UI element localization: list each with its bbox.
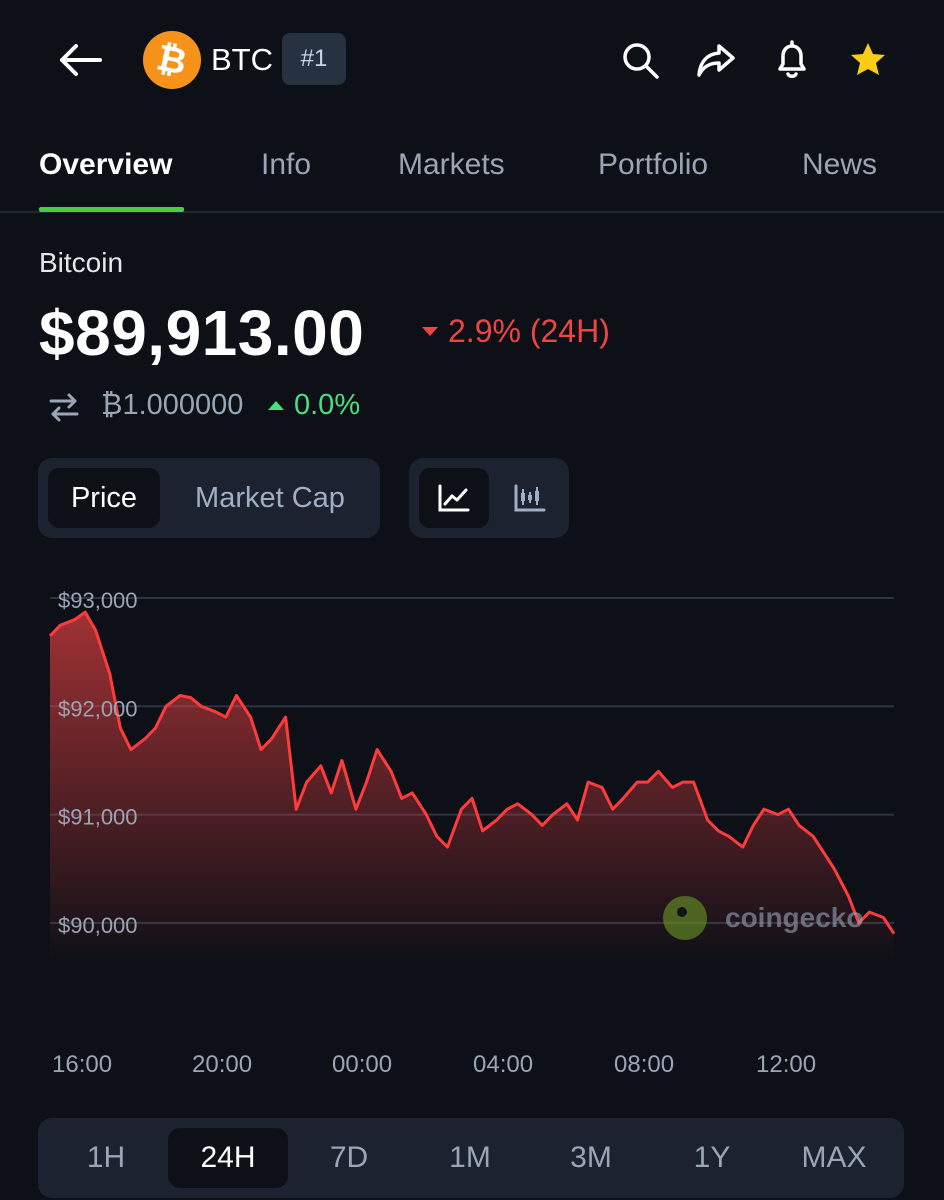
current-price: $89,913.00	[39, 297, 365, 369]
bitcoin-logo-glyph: ₿	[153, 37, 191, 84]
chart-area-fill	[50, 612, 894, 965]
coingecko-watermark: coingecko	[663, 896, 863, 940]
y-tick-label: $93,000	[58, 588, 138, 613]
active-tab-indicator	[39, 207, 184, 212]
line-chart-button[interactable]	[419, 468, 489, 528]
market-cap-toggle-button[interactable]: Market Cap	[195, 481, 345, 514]
coin-ticker: BTC	[211, 42, 273, 77]
price-toggle-button[interactable]: Price	[48, 468, 160, 528]
chart-type-toggle	[409, 458, 569, 538]
tab-info[interactable]: Info	[261, 148, 312, 181]
candlestick-chart-button[interactable]	[495, 468, 565, 528]
y-tick-label: $92,000	[58, 696, 138, 721]
range-max[interactable]: MAX	[801, 1141, 867, 1174]
range-7d[interactable]: 7D	[329, 1141, 369, 1174]
tab-markets[interactable]: Markets	[398, 148, 505, 181]
line-chart-icon	[438, 484, 470, 512]
price-line	[48, 610, 896, 935]
down-triangle-icon	[422, 327, 438, 336]
x-tick-label: 20:00	[192, 1051, 252, 1078]
coin-name: Bitcoin	[39, 247, 124, 278]
x-tick-label: 16:00	[52, 1051, 112, 1078]
back-arrow-icon[interactable]	[56, 40, 104, 80]
range-3m[interactable]: 3M	[570, 1141, 612, 1174]
up-triangle-icon	[268, 401, 284, 410]
share-icon[interactable]	[694, 38, 738, 82]
btc-change-value: 0.0%	[294, 389, 361, 421]
x-tick-label: 12:00	[756, 1051, 816, 1078]
price-chart[interactable]: $93,000 $92,000 $91,000 $90,000 16:00 20:00 0…	[0, 570, 944, 1090]
range-1h[interactable]: 1H	[86, 1141, 126, 1174]
tab-divider	[0, 211, 944, 213]
swap-arrows-icon[interactable]	[47, 390, 81, 424]
tab-overview[interactable]: Overview	[39, 148, 173, 181]
price-change-24h: 2.9% (24H)	[422, 313, 610, 350]
x-tick-label: 04:00	[473, 1051, 533, 1078]
price-change-value: 2.9% (24H)	[448, 313, 610, 349]
bitcoin-logo-icon: ₿	[143, 31, 201, 89]
rank-badge: #1	[282, 33, 346, 85]
tab-portfolio[interactable]: Portfolio	[598, 148, 709, 181]
range-24h[interactable]: 24H	[168, 1128, 288, 1188]
search-icon[interactable]	[618, 38, 662, 82]
range-1m[interactable]: 1M	[449, 1141, 491, 1174]
btc-rate: ₿1.000000	[101, 389, 244, 421]
metric-toggle: Price Market Cap	[38, 458, 380, 538]
y-tick-label: $91,000	[58, 805, 138, 830]
candlestick-icon	[514, 484, 546, 512]
btc-change: 0.0%	[268, 389, 360, 422]
y-tick-label: $90,000	[58, 913, 138, 938]
x-tick-label: 00:00	[332, 1051, 392, 1078]
watermark-text: coingecko	[725, 902, 863, 933]
bell-icon[interactable]	[770, 38, 814, 82]
time-range-selector: 1H 24H 7D 1M 3M 1Y MAX	[38, 1118, 904, 1198]
tab-news[interactable]: News	[802, 148, 878, 181]
x-tick-label: 08:00	[614, 1051, 674, 1078]
range-1y[interactable]: 1Y	[693, 1141, 731, 1174]
star-icon[interactable]	[846, 38, 890, 82]
